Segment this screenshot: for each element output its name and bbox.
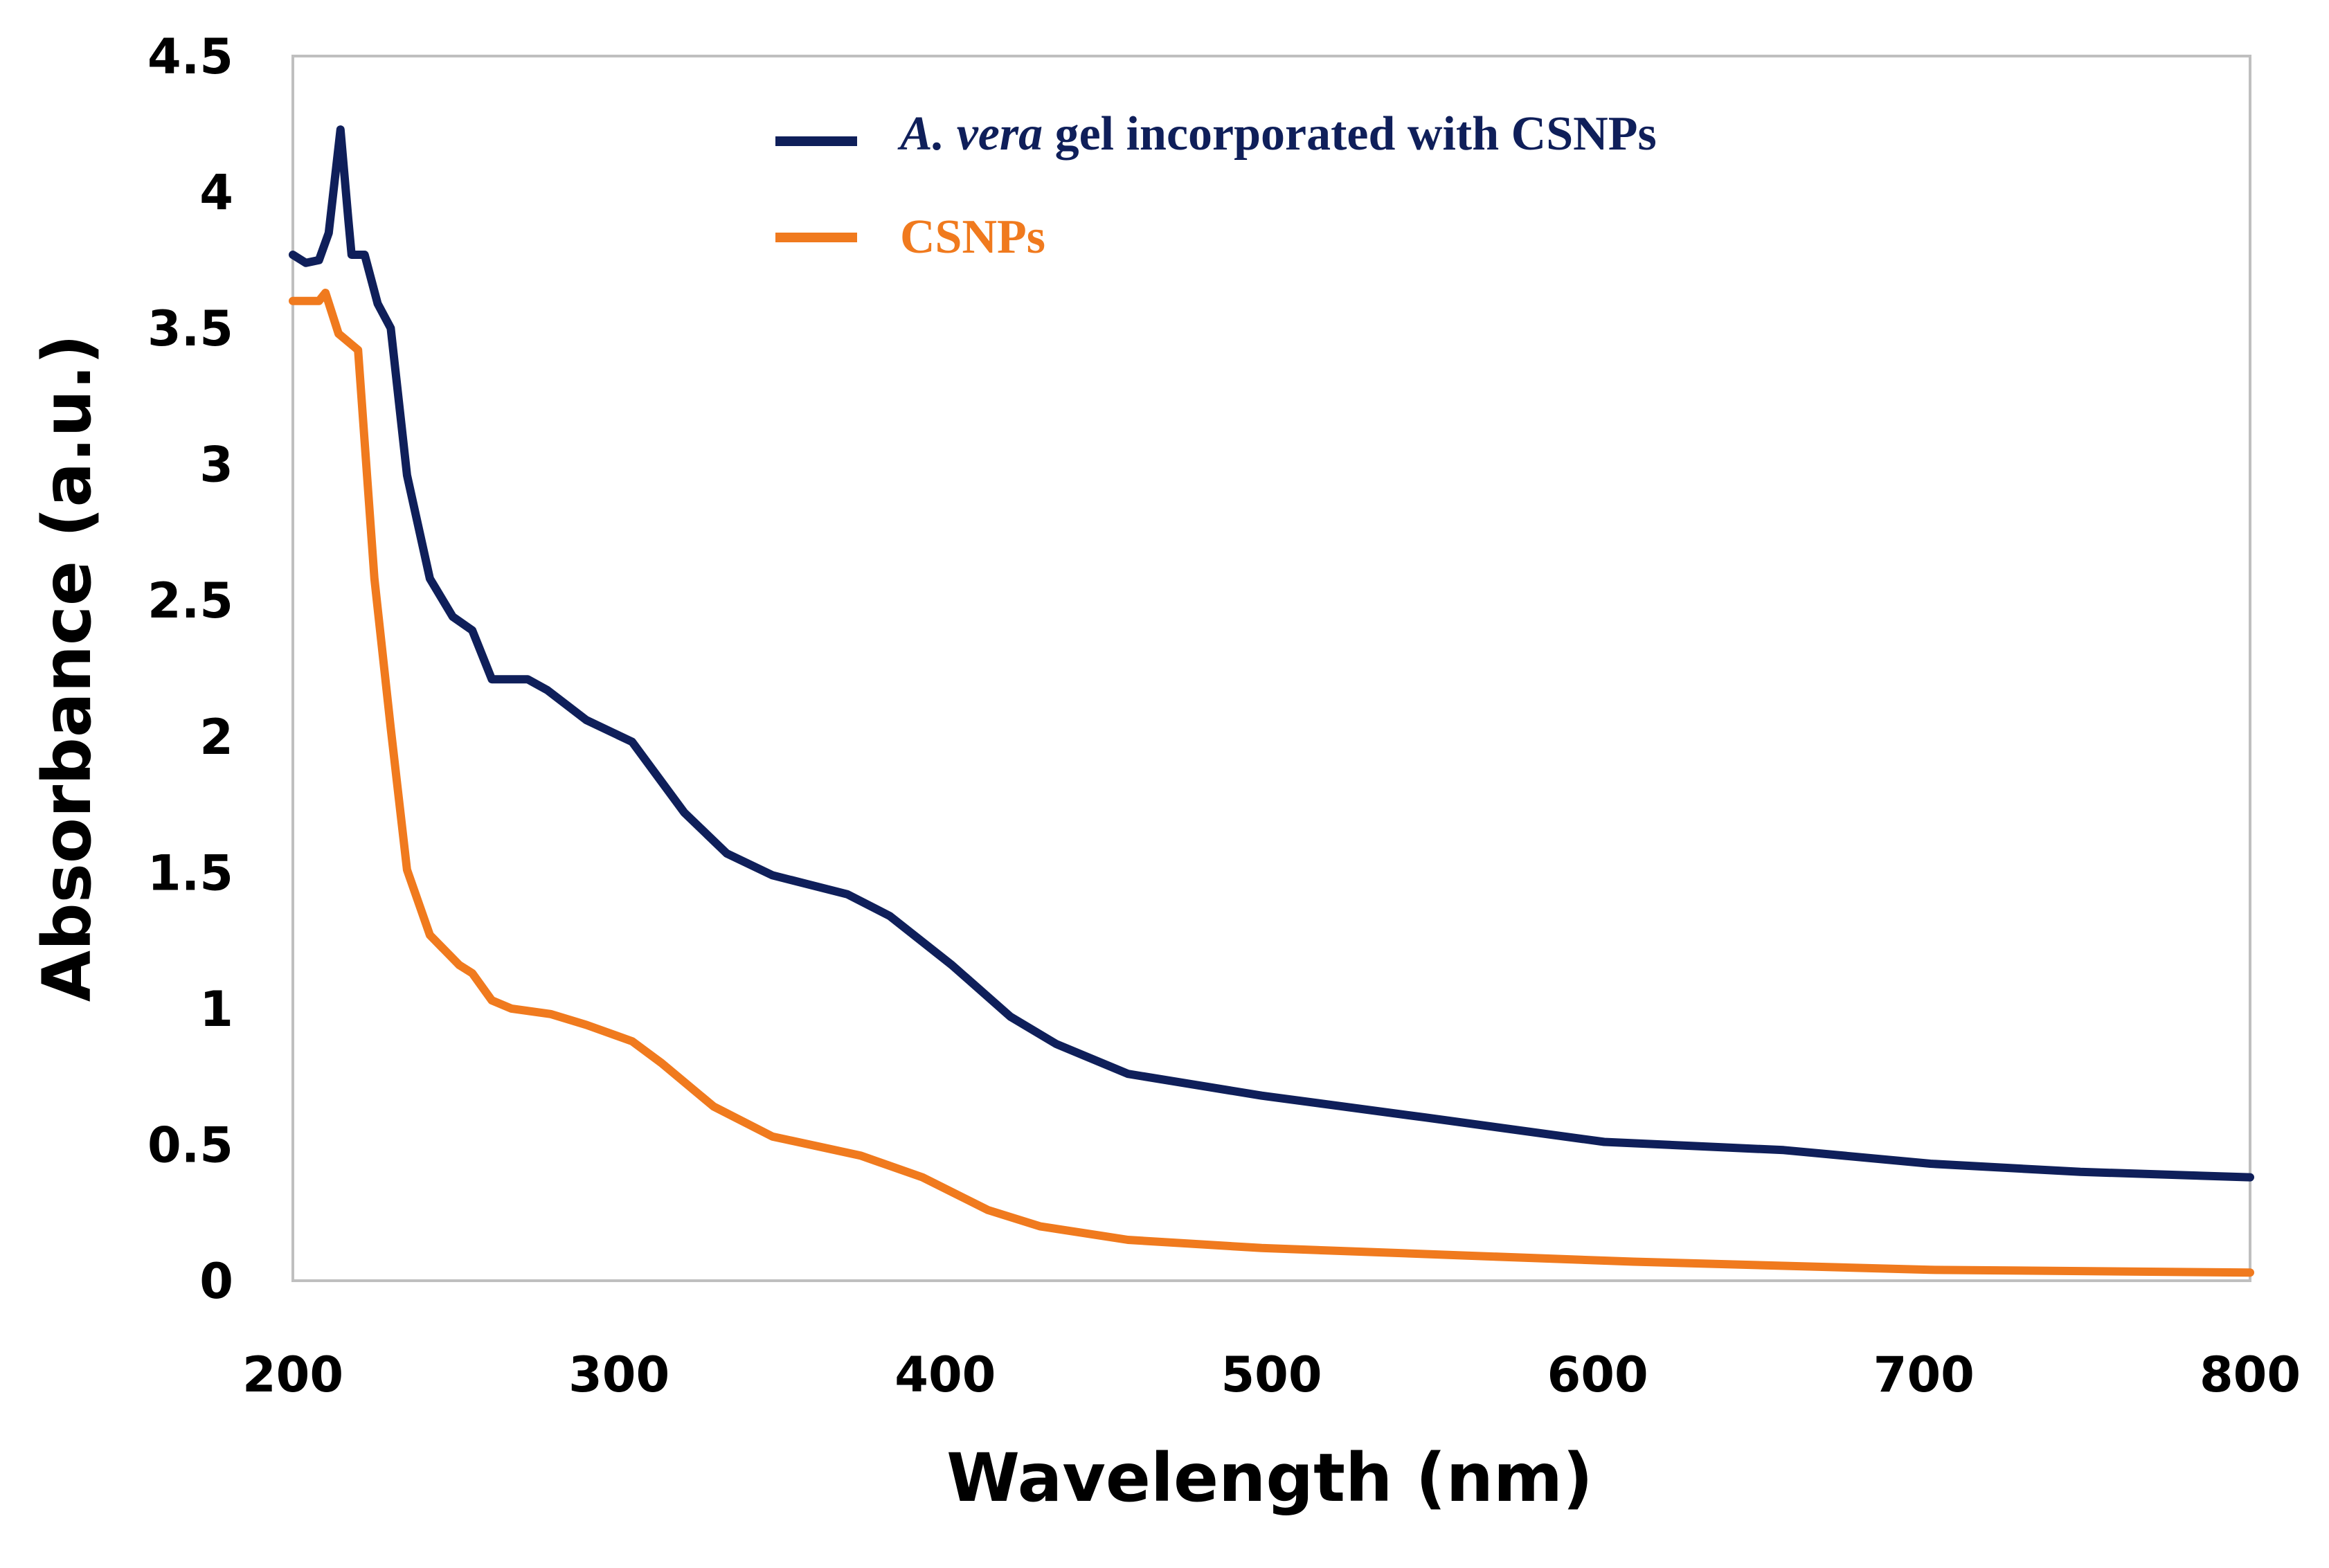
x-tick-label: 800 — [2200, 1346, 2301, 1403]
y-tick-label: 3.5 — [147, 300, 233, 357]
y-tick-label: 1.5 — [147, 845, 233, 901]
y-tick-label: 2 — [199, 709, 233, 766]
legend-italic-part: A. vera — [897, 107, 1043, 161]
legend-rest-part: gel incorporated with CSNPs — [1043, 107, 1657, 161]
x-axis-label: Wavelength (nm) — [946, 1439, 1593, 1517]
y-tick-label: 4 — [199, 165, 233, 222]
x-tick-label: 500 — [1221, 1346, 1322, 1403]
x-tick-label: 700 — [1873, 1346, 1975, 1403]
x-tick-label: 200 — [242, 1346, 343, 1403]
y-tick-label: 2.5 — [147, 573, 233, 629]
series-line-csnps — [289, 289, 2254, 1277]
y-tick-label: 3 — [199, 437, 233, 494]
y-tick-label: 0.5 — [147, 1117, 233, 1173]
x-tick-label: 400 — [894, 1346, 996, 1403]
y-tick-label: 1 — [199, 981, 233, 1038]
x-tick-label: 300 — [568, 1346, 669, 1403]
legend-label-csnps: CSNPs — [900, 210, 1045, 264]
legend-label-aloe-vera: A. vera gel incorporated with CSNPs — [897, 107, 1657, 161]
plot-frame — [291, 55, 2251, 1282]
legend: A. vera gel incorporated with CSNPs CSNP… — [775, 107, 1657, 264]
y-axis-label: Absorbance (a.u.) — [28, 334, 106, 1002]
series-line-aloe-vera — [289, 125, 2254, 1182]
y-tick-label: 0 — [199, 1253, 233, 1310]
y-tick-label: 4.5 — [147, 28, 233, 85]
x-tick-label: 600 — [1547, 1346, 1648, 1403]
